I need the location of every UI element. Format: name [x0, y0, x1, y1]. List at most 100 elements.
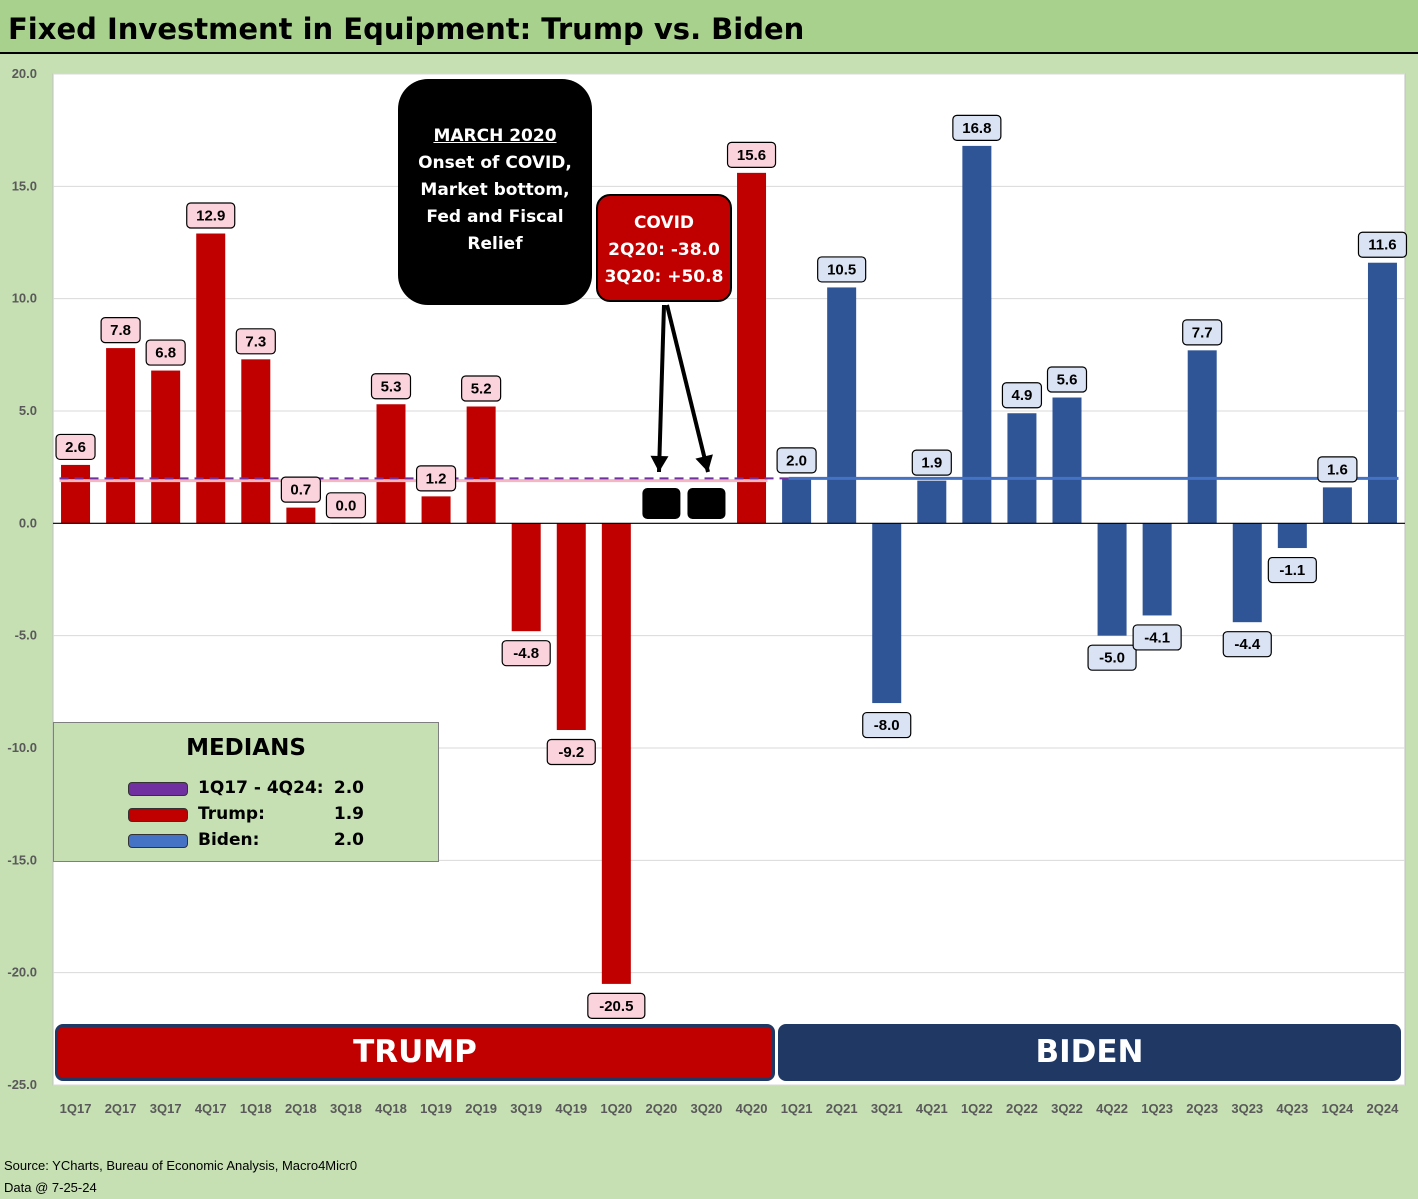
legend-value: 2.0	[333, 830, 364, 850]
data-label-group: -4.8	[501, 640, 551, 667]
data-label-group: 7.7	[1182, 319, 1223, 346]
covid-arrow-head	[695, 454, 713, 472]
data-label-box	[1087, 644, 1137, 671]
y-tick-label: -5.0	[15, 628, 37, 643]
data-label: -9.2	[558, 744, 584, 761]
medians-legend: MEDIANS 1Q17 - 4Q24: 2.0 Trump: 1.9 Bide…	[53, 722, 439, 862]
data-label-box	[100, 316, 141, 344]
data-label: 12.9	[196, 208, 225, 225]
data-label: 10.5	[827, 261, 856, 278]
data-label-box	[952, 114, 1002, 141]
source-line: Source: YCharts, Bureau of Economic Anal…	[4, 1158, 358, 1173]
data-label-group: 15.6	[726, 141, 777, 168]
x-tick-label: 2Q17	[105, 1101, 137, 1116]
data-label-group: 16.8	[952, 114, 1002, 141]
data-label: 5.6	[1057, 372, 1078, 389]
data-label: -4.4	[1234, 636, 1261, 653]
bar-trump	[421, 496, 451, 524]
bar-trump	[511, 523, 541, 632]
y-tick-label: -25.0	[7, 1077, 37, 1092]
x-tick-label: 1Q22	[961, 1101, 993, 1116]
legend-swatch-all	[128, 782, 188, 796]
x-tick-label: 1Q24	[1321, 1101, 1354, 1116]
y-tick-label: 20.0	[12, 66, 37, 81]
data-label-group: 0.0	[325, 492, 367, 519]
data-label: -4.1	[1144, 629, 1170, 646]
x-tick-label: 1Q23	[1141, 1101, 1173, 1116]
data-label-group: 7.8	[100, 316, 141, 344]
data-label: 0.0	[336, 497, 357, 514]
x-tick-label: 3Q22	[1051, 1101, 1083, 1116]
bar-biden	[1322, 487, 1352, 524]
data-label-group: 4.9	[1001, 382, 1043, 409]
x-tick-label: 3Q17	[150, 1101, 182, 1116]
bar-trump	[376, 404, 406, 524]
data-label-box	[370, 373, 412, 400]
data-label-box	[1046, 366, 1088, 393]
data-label: 7.8	[110, 322, 131, 339]
y-tick-label: -20.0	[7, 965, 37, 980]
legend-name: Biden:	[198, 830, 260, 850]
bar-biden	[1097, 523, 1127, 636]
data-label-group: 11.6	[1357, 231, 1408, 258]
x-tick-label: 3Q19	[510, 1101, 542, 1116]
data-label-group: -1.1	[1267, 556, 1317, 584]
x-tick-label: 3Q21	[871, 1101, 903, 1116]
covid-note-line: 2Q20: -38.0	[608, 240, 720, 260]
march-note-line: Onset of COVID,	[418, 153, 572, 173]
x-tick-label: 2Q19	[465, 1101, 497, 1116]
x-tick-label: 2Q21	[826, 1101, 858, 1116]
x-tick-label: 3Q23	[1231, 1101, 1263, 1116]
data-label-group: 5.6	[1046, 366, 1088, 393]
bar-trump	[196, 233, 226, 524]
x-tick-label: 2Q23	[1186, 1101, 1218, 1116]
data-label-group: -20.5	[587, 992, 646, 1020]
data-label: 5.3	[381, 378, 402, 395]
bar-biden	[782, 478, 812, 524]
data-label: -20.5	[599, 998, 633, 1015]
data-label-group: 2.6	[55, 433, 96, 461]
data-label-box	[911, 449, 952, 476]
x-tick-label: 4Q23	[1276, 1101, 1308, 1116]
bar-biden	[1187, 350, 1217, 524]
data-label-box	[461, 375, 502, 402]
data-label-box	[1317, 456, 1358, 483]
bar-biden	[1367, 262, 1397, 524]
x-tick-label: 2Q22	[1006, 1101, 1038, 1116]
data-label: 4.9	[1012, 387, 1033, 404]
y-tick-label: 15.0	[12, 178, 37, 193]
data-label-box	[817, 256, 867, 283]
data-label: 1.9	[921, 455, 942, 472]
x-tick-label: 3Q20	[691, 1101, 723, 1116]
bar-trump	[241, 359, 271, 524]
bar-biden	[1052, 397, 1082, 524]
march-2020-note: MARCH 2020 Onset of COVID, Market bottom…	[398, 79, 592, 305]
bar-trump	[466, 406, 496, 524]
data-label-group: 12.9	[186, 202, 236, 229]
y-tick-label: 5.0	[19, 403, 37, 418]
covid-arrow-line	[665, 304, 710, 473]
data-label: 1.2	[426, 470, 447, 487]
data-label-group: 1.9	[911, 449, 952, 476]
data-label-box	[1222, 631, 1272, 658]
data-label-box	[1001, 382, 1043, 409]
bar-biden	[827, 287, 857, 524]
bar-trump	[286, 507, 316, 524]
off-scale-bar-marker	[642, 488, 681, 519]
x-tick-label: 3Q18	[330, 1101, 362, 1116]
data-label: 11.6	[1368, 237, 1396, 254]
covid-note-line: 3Q20: +50.8	[604, 267, 724, 287]
data-label: 7.3	[245, 333, 266, 350]
data-label: 2.6	[65, 439, 86, 456]
data-label-box	[501, 640, 551, 667]
data-label-group: 5.2	[461, 375, 502, 402]
data-label: 6.8	[155, 345, 176, 362]
bar-trump	[556, 523, 586, 731]
bar-biden	[962, 145, 992, 524]
data-label: -8.0	[874, 717, 900, 734]
data-label-box	[145, 339, 186, 366]
era-banner-trump: TRUMP	[55, 1024, 775, 1081]
data-label-box	[280, 476, 321, 503]
data-date-line: Data @ 7-25-24	[4, 1180, 97, 1195]
legend-title: MEDIANS	[186, 735, 306, 761]
